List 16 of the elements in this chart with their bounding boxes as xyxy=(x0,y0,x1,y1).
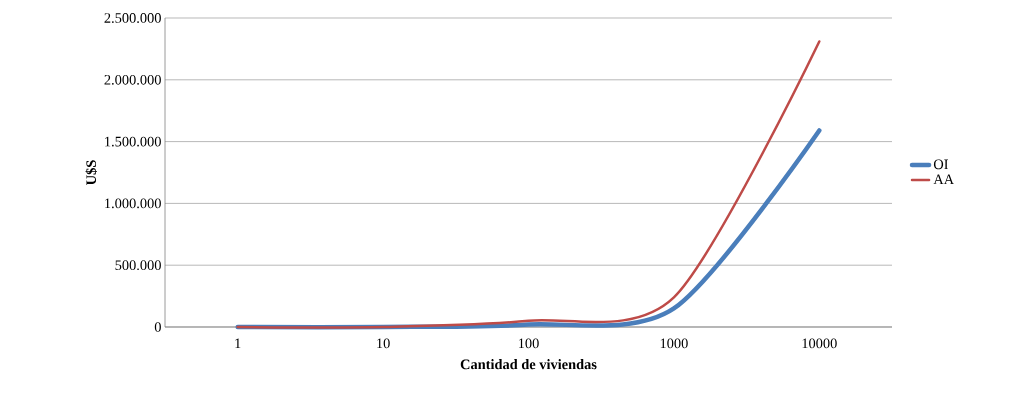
x-tick-label: 1 xyxy=(235,338,241,349)
x-tick-label: 100 xyxy=(518,338,539,349)
y-tick-label: 1.500.000 xyxy=(105,136,161,147)
y-tick-label: 2.500.000 xyxy=(104,13,161,23)
y-tick-label: 500.000 xyxy=(115,260,161,271)
y-tick-label: 2.000.000 xyxy=(104,74,161,85)
x-tick-label: 10000 xyxy=(802,338,837,349)
y-tick-label: 0 xyxy=(154,322,161,332)
x-axis-title: Cantidad de viviendas xyxy=(460,359,597,370)
y-tick-label: 1.000.000 xyxy=(105,198,161,209)
y-axis-title: U$S xyxy=(85,160,97,185)
x-tick-label: 10 xyxy=(377,338,390,349)
legend-label: AA xyxy=(933,174,955,185)
line-series xyxy=(236,40,821,329)
legend-label: OI xyxy=(933,159,948,170)
x-tick-label: 1000 xyxy=(660,338,688,349)
